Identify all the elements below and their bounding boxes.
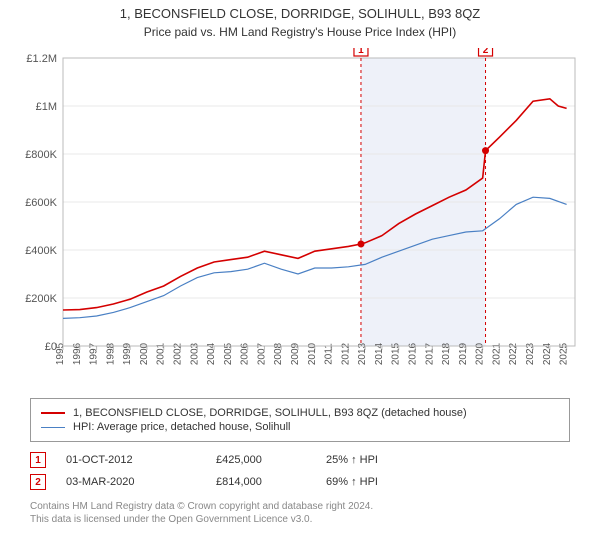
sale-pct: 69% ↑ HPI: [326, 476, 436, 488]
legend-label-2: HPI: Average price, detached house, Soli…: [73, 421, 291, 433]
svg-text:2: 2: [483, 48, 489, 56]
sale-price: £814,000: [216, 476, 306, 488]
footer: Contains HM Land Registry data © Crown c…: [30, 500, 570, 526]
page-subtitle: Price paid vs. HM Land Registry's House …: [0, 25, 600, 41]
sale-marker-icon: 1: [30, 452, 46, 468]
svg-text:£800K: £800K: [25, 149, 57, 161]
legend-swatch-1: [41, 412, 65, 414]
sale-marker-icon: 2: [30, 474, 46, 490]
svg-text:1: 1: [358, 48, 364, 56]
svg-text:£200K: £200K: [25, 293, 57, 305]
legend-swatch-2: [41, 427, 65, 428]
sale-row: 2 03-MAR-2020 £814,000 69% ↑ HPI: [30, 474, 570, 490]
svg-text:£600K: £600K: [25, 197, 57, 209]
legend-label-1: 1, BECONSFIELD CLOSE, DORRIDGE, SOLIHULL…: [73, 407, 467, 419]
svg-text:£400K: £400K: [25, 245, 57, 257]
page-container: 1, BECONSFIELD CLOSE, DORRIDGE, SOLIHULL…: [0, 0, 600, 560]
sale-date: 03-MAR-2020: [66, 476, 196, 488]
title-block: 1, BECONSFIELD CLOSE, DORRIDGE, SOLIHULL…: [0, 0, 600, 40]
svg-text:£1M: £1M: [36, 101, 57, 113]
footer-line-2: This data is licensed under the Open Gov…: [30, 513, 570, 526]
chart-svg: £0£200K£400K£600K£800K£1M£1.2M1995199619…: [15, 48, 585, 388]
legend-row-1: 1, BECONSFIELD CLOSE, DORRIDGE, SOLIHULL…: [41, 407, 559, 419]
sale-date: 01-OCT-2012: [66, 454, 196, 466]
sales-table: 1 01-OCT-2012 £425,000 25% ↑ HPI 2 03-MA…: [30, 452, 570, 490]
price-chart: £0£200K£400K£600K£800K£1M£1.2M1995199619…: [15, 48, 585, 388]
sale-price: £425,000: [216, 454, 306, 466]
legend-row-2: HPI: Average price, detached house, Soli…: [41, 421, 559, 433]
sale-pct: 25% ↑ HPI: [326, 454, 436, 466]
page-title: 1, BECONSFIELD CLOSE, DORRIDGE, SOLIHULL…: [0, 6, 600, 23]
svg-text:£1.2M: £1.2M: [26, 53, 57, 65]
legend: 1, BECONSFIELD CLOSE, DORRIDGE, SOLIHULL…: [30, 398, 570, 442]
footer-line-1: Contains HM Land Registry data © Crown c…: [30, 500, 570, 513]
sale-row: 1 01-OCT-2012 £425,000 25% ↑ HPI: [30, 452, 570, 468]
